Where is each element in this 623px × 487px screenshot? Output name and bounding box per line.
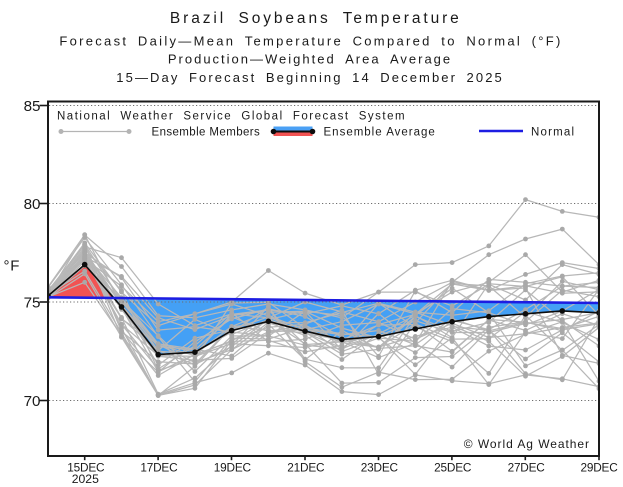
svg-text:Forecast Daily—Mean Temperatur: Forecast Daily—Mean Temperature Compared… xyxy=(59,34,562,49)
svg-text:75: 75 xyxy=(24,295,41,312)
svg-text:15DEC: 15DEC xyxy=(67,460,105,474)
svg-text:Normal: Normal xyxy=(531,127,575,139)
svg-text:19DEC: 19DEC xyxy=(214,460,252,474)
svg-text:© World Ag Weather: © World Ag Weather xyxy=(464,437,590,451)
svg-text:29DEC: 29DEC xyxy=(580,460,618,474)
svg-text:23DEC: 23DEC xyxy=(361,460,399,474)
svg-text:25DEC: 25DEC xyxy=(434,460,472,474)
svg-text:85: 85 xyxy=(24,98,41,115)
svg-text:Ensemble Members: Ensemble Members xyxy=(152,127,261,139)
svg-text:27DEC: 27DEC xyxy=(508,460,546,474)
svg-text:National Weather Service Globa: National Weather Service Global Forecast… xyxy=(57,111,406,123)
svg-text:80: 80 xyxy=(24,196,41,213)
svg-text:Production—Weighted Area Avera: Production—Weighted Area Average xyxy=(168,52,452,67)
svg-text:70: 70 xyxy=(24,393,41,410)
svg-text:15—Day Forecast Beginning 14 D: 15—Day Forecast Beginning 14 December 20… xyxy=(116,70,504,85)
svg-text:17DEC: 17DEC xyxy=(140,460,178,474)
svg-text:Brazil Soybeans Temperature: Brazil Soybeans Temperature xyxy=(170,10,462,27)
svg-text:2025: 2025 xyxy=(72,472,99,486)
svg-text:Ensemble Average: Ensemble Average xyxy=(324,127,436,139)
svg-text:°F: °F xyxy=(4,258,21,275)
svg-text:21DEC: 21DEC xyxy=(287,460,325,474)
